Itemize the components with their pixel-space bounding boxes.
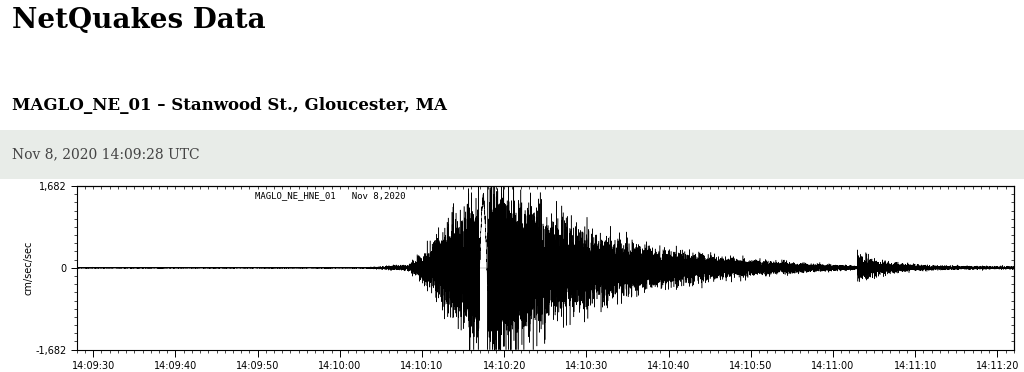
Text: NetQuakes Data: NetQuakes Data: [12, 7, 266, 35]
Y-axis label: cm/sec/sec: cm/sec/sec: [24, 241, 34, 295]
Text: MAGLO_NE_HNE_01   Nov 8,2020: MAGLO_NE_HNE_01 Nov 8,2020: [255, 191, 406, 200]
Text: Nov 8, 2020 14:09:28 UTC: Nov 8, 2020 14:09:28 UTC: [12, 147, 200, 161]
Text: MAGLO_NE_01 – Stanwood St., Gloucester, MA: MAGLO_NE_01 – Stanwood St., Gloucester, …: [12, 97, 447, 114]
